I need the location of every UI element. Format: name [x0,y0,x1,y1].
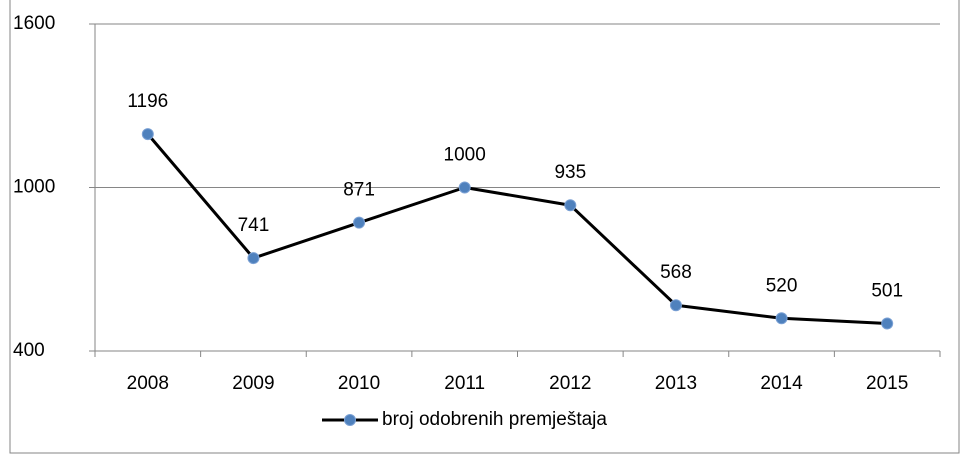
x-tick-label: 2010 [338,373,380,394]
data-label: 520 [766,275,798,296]
legend-label: broj odobrenih premještaja [382,409,607,430]
data-point [247,252,260,265]
y-tick-label: 400 [13,340,45,361]
data-point [669,299,682,312]
data-label: 1000 [444,145,486,166]
data-label: 568 [660,262,692,283]
data-label: 1196 [127,91,168,112]
x-tick-label: 2008 [127,373,169,394]
y-tick-label: 1000 [13,177,55,198]
data-point [353,216,366,229]
data-label: 501 [871,280,903,301]
x-tick-label: 2009 [232,373,274,394]
chart-frame [9,0,960,454]
data-label: 935 [554,162,586,183]
data-point [881,317,894,330]
x-tick-label: 2014 [760,373,803,394]
data-point [458,181,471,194]
legend-marker [344,414,356,426]
x-tick-label: 2013 [655,373,697,394]
data-point [141,128,154,141]
y-tick-label: 1600 [13,13,55,34]
x-tick-label: 2012 [549,373,591,394]
data-label: 741 [238,215,270,236]
x-tick-label: 2011 [444,373,485,394]
data-point [775,312,788,325]
data-label: 871 [343,180,375,201]
x-tick-label: 2015 [866,373,908,394]
series-line [146,133,888,325]
data-point [564,199,577,212]
